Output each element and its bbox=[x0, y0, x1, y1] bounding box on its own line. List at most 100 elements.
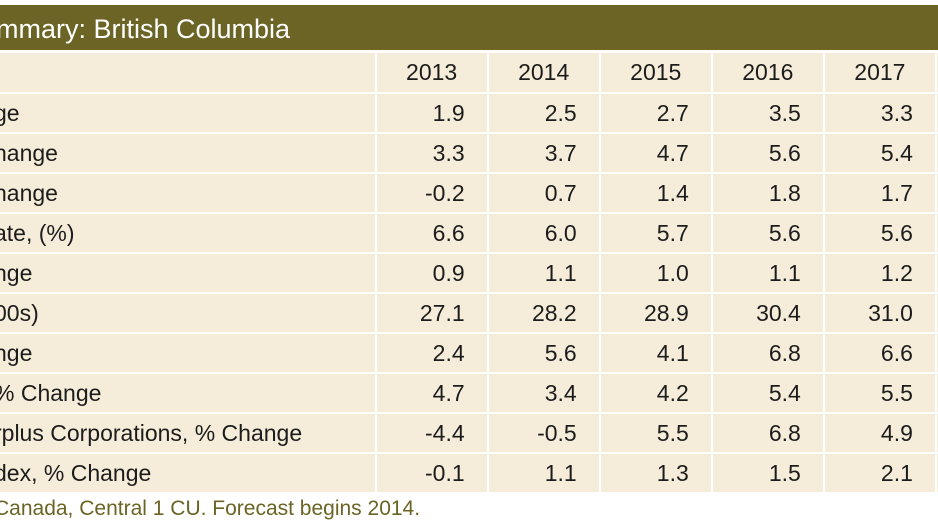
header-year: 2013 bbox=[375, 53, 489, 94]
edge-cell bbox=[935, 173, 938, 214]
edge-cell bbox=[935, 293, 938, 334]
row-label-cell: % Change bbox=[0, 373, 377, 414]
value-cell: 1.4 bbox=[599, 173, 713, 214]
forecast-table-container: 2013 2014 2015 2016 2017 ge1.92.52.73.53… bbox=[0, 53, 938, 493]
value-cell: 2.1 bbox=[823, 453, 937, 493]
value-cell: 5.5 bbox=[599, 413, 713, 454]
value-cell: 3.3 bbox=[375, 133, 489, 174]
row-label: nge bbox=[0, 259, 33, 286]
value-cell: 6.6 bbox=[375, 213, 489, 254]
edge-cell bbox=[935, 93, 938, 134]
value-cell: 1.9 bbox=[375, 93, 489, 134]
row-label-cell: 00s) bbox=[0, 293, 377, 334]
row-label: 00s) bbox=[0, 299, 39, 326]
value-cell: 0.7 bbox=[487, 173, 601, 214]
value-cell: 2.5 bbox=[487, 93, 601, 134]
table-row: ate, (%) 6.6 6.0 5.7 5.6 5.6 bbox=[0, 213, 938, 254]
table-title: mmary: British Columbia bbox=[0, 14, 291, 44]
value-cell: 1.8 bbox=[711, 173, 825, 214]
value-cell: 5.4 bbox=[823, 133, 937, 174]
value-cell: 4.7 bbox=[375, 373, 489, 414]
value-cell: 0.9 bbox=[375, 253, 489, 294]
value-cell: -0.2 bbox=[375, 173, 489, 214]
value-cell: 5.4 bbox=[711, 373, 825, 414]
table-row: dex, % Change -0.1 1.1 1.3 1.5 2.1 bbox=[0, 453, 938, 493]
row-label: ge bbox=[0, 99, 20, 126]
table-row: nge0.91.11.01.11.2 bbox=[0, 253, 938, 294]
edge-cell bbox=[935, 133, 938, 174]
value-cell: 4.2 bbox=[599, 373, 713, 414]
value-cell: 5.6 bbox=[711, 213, 825, 254]
edge-cell bbox=[935, 373, 938, 414]
header-row: 2013 2014 2015 2016 2017 bbox=[0, 53, 938, 94]
value-cell: 1.5 bbox=[711, 453, 825, 493]
value-cell: 28.9 bbox=[599, 293, 713, 334]
row-label: nge bbox=[0, 339, 33, 366]
row-label-cell: ate, (%) bbox=[0, 213, 377, 254]
row-label: ate, (%) bbox=[0, 219, 75, 246]
row-label: % Change bbox=[0, 379, 102, 406]
value-cell: 1.1 bbox=[487, 453, 601, 493]
row-label-cell: ge bbox=[0, 93, 377, 134]
forecast-table: 2013 2014 2015 2016 2017 ge1.92.52.73.53… bbox=[0, 53, 938, 493]
value-cell: 5.6 bbox=[823, 213, 937, 254]
value-cell: -4.4 bbox=[375, 413, 489, 454]
value-cell: 3.5 bbox=[711, 93, 825, 134]
table-row: % Change 4.7 3.4 4.2 5.4 5.5 bbox=[0, 373, 938, 414]
table-row: hange -0.2 0.7 1.4 1.8 1.7 bbox=[0, 173, 938, 214]
value-cell: -0.1 bbox=[375, 453, 489, 493]
edge-cell bbox=[935, 453, 938, 493]
row-label-cell: hange bbox=[0, 133, 377, 174]
value-cell: 28.2 bbox=[487, 293, 601, 334]
value-cell: 3.7 bbox=[487, 133, 601, 174]
value-cell: 30.4 bbox=[711, 293, 825, 334]
table-row: rplus Corporations, % Change -4.4 -0.5 5.5 6… bbox=[0, 413, 938, 454]
table-row: ge 1.92.52.73.53.3 bbox=[0, 93, 938, 134]
value-cell: 6.6 bbox=[823, 333, 937, 374]
value-cell: 6.8 bbox=[711, 333, 825, 374]
value-cell: 1.3 bbox=[599, 453, 713, 493]
row-label: hange bbox=[0, 179, 58, 206]
row-label: rplus Corporations, % Change bbox=[0, 419, 303, 446]
value-cell: 6.8 bbox=[711, 413, 825, 454]
value-cell: 27.1 bbox=[375, 293, 489, 334]
row-label: hange bbox=[0, 139, 58, 166]
value-cell: 1.0 bbox=[599, 253, 713, 294]
value-cell: 4.9 bbox=[823, 413, 937, 454]
value-cell: 31.0 bbox=[823, 293, 937, 334]
row-label-cell: hange bbox=[0, 173, 377, 214]
source-note: Canada, Central 1 CU. Forecast begins 20… bbox=[0, 497, 421, 520]
value-cell: 5.7 bbox=[599, 213, 713, 254]
value-cell: 1.2 bbox=[823, 253, 937, 294]
value-cell: 5.5 bbox=[823, 373, 937, 414]
value-cell: 2.4 bbox=[375, 333, 489, 374]
header-year: 2017 bbox=[823, 53, 937, 94]
header-year: 2014 bbox=[487, 53, 601, 94]
table-title-bar: mmary: British Columbia bbox=[0, 5, 938, 50]
row-label-cell: rplus Corporations, % Change bbox=[0, 413, 377, 454]
table-row: 00s) 27.128.228.930.431.0 bbox=[0, 293, 938, 334]
edge-cell bbox=[935, 253, 938, 294]
row-label-cell: nge bbox=[0, 333, 377, 374]
table-row: hange 3.3 3.7 4.7 5.6 5.4 bbox=[0, 133, 938, 174]
value-cell: 1.7 bbox=[823, 173, 937, 214]
value-cell: 5.6 bbox=[711, 133, 825, 174]
value-cell: 6.0 bbox=[487, 213, 601, 254]
header-edge-cell bbox=[935, 53, 938, 94]
value-cell: 1.1 bbox=[711, 253, 825, 294]
value-cell: 4.7 bbox=[599, 133, 713, 174]
value-cell: 3.4 bbox=[487, 373, 601, 414]
table-row: nge 2.45.64.16.86.6 bbox=[0, 333, 938, 374]
edge-cell bbox=[935, 333, 938, 374]
value-cell: 3.3 bbox=[823, 93, 937, 134]
value-cell: 1.1 bbox=[487, 253, 601, 294]
row-label-cell: dex, % Change bbox=[0, 453, 377, 493]
value-cell: 5.6 bbox=[487, 333, 601, 374]
value-cell: 2.7 bbox=[599, 93, 713, 134]
header-label-cell bbox=[0, 53, 377, 94]
row-label: dex, % Change bbox=[0, 459, 152, 486]
header-year: 2015 bbox=[599, 53, 713, 94]
header-year: 2016 bbox=[711, 53, 825, 94]
edge-cell bbox=[935, 413, 938, 454]
edge-cell bbox=[935, 213, 938, 254]
